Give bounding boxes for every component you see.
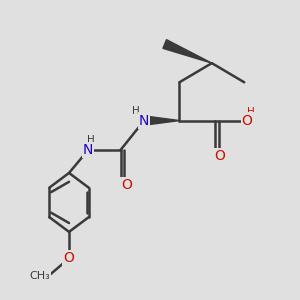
Text: N: N: [83, 143, 93, 157]
Polygon shape: [144, 116, 179, 125]
Text: O: O: [214, 149, 226, 163]
Text: O: O: [242, 114, 253, 128]
Text: N: N: [139, 114, 149, 128]
Text: O: O: [121, 178, 132, 192]
Text: O: O: [64, 251, 74, 266]
Text: H: H: [132, 106, 140, 116]
Polygon shape: [163, 40, 212, 63]
Text: H: H: [87, 135, 95, 145]
Text: CH₃: CH₃: [29, 271, 50, 281]
Text: H: H: [247, 107, 255, 117]
